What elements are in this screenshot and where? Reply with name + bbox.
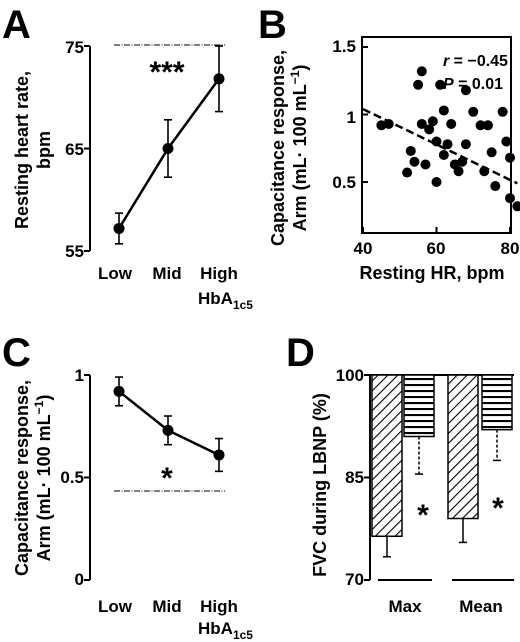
panel-b-data-point <box>512 201 520 212</box>
panel-b-data-point <box>431 136 442 147</box>
panel-a-ytick-75: 75 <box>65 38 84 57</box>
panel-a-xtick-mid: Mid <box>152 264 181 283</box>
panel-b-data-point <box>482 120 493 131</box>
panel-b-data-point <box>413 79 424 90</box>
panel-b-data-point <box>416 118 427 129</box>
panel-b-data-point <box>446 118 457 129</box>
panel-a-significance: *** <box>149 56 184 89</box>
panel-d-significance-mean: * <box>492 492 504 525</box>
panel-b-data-point <box>427 116 438 127</box>
panel-c-xtick-mid: Mid <box>152 597 181 616</box>
panel-b-ylabel-line2: Arm (mL· 100 mL−1) <box>288 65 310 232</box>
panel-c-hba-label: HbA1c5 <box>198 619 253 642</box>
panel-c-data-point <box>162 424 174 436</box>
panel-d-bar-diagonal <box>371 374 403 538</box>
panel-b-data-point <box>438 150 449 160</box>
panel-a-xtick-high: High <box>200 264 238 283</box>
panel-d-ylabel: FVC during LBNP (%) <box>310 393 330 577</box>
panel-d-bar-horizontal <box>403 374 435 438</box>
panel-a-data-point <box>113 222 125 234</box>
panel-letter-a: A <box>2 3 31 47</box>
panel-letter-d: D <box>286 331 315 375</box>
panel-d-ytick-85: 85 <box>345 468 364 487</box>
panel-b-data-point <box>453 166 464 177</box>
panel-b-data-point <box>460 85 471 96</box>
panel-c-data-point <box>213 449 225 461</box>
panel-a-data-point <box>162 143 174 154</box>
panel-a: Resting heart rate, bpm 75 65 55 Low Mid… <box>12 38 253 312</box>
panel-d: FVC during LBNP (%) 100 85 70 Max Mean *… <box>310 366 514 616</box>
panel-b-data-point <box>420 159 431 170</box>
panel-a-xtick-low: Low <box>98 264 133 283</box>
panel-a-ytick-65: 65 <box>65 140 84 159</box>
panel-b-data-point <box>505 152 515 163</box>
panel-b-data-point <box>501 136 512 147</box>
panel-b-xtick-40: 40 <box>354 239 373 258</box>
panel-b-data-point <box>416 66 427 77</box>
panel-b-data-point <box>383 118 394 129</box>
panel-a-ylabel-line1: Resting heart rate, <box>12 71 32 229</box>
panel-d-xtick-mean: Mean <box>459 597 502 616</box>
panel-d-xtick-max: Max <box>388 597 422 616</box>
panel-c-xtick-high: High <box>200 597 238 616</box>
panel-b-data-point <box>490 181 501 192</box>
panel-b-data-point <box>424 124 435 135</box>
panel-a-ytick-55: 55 <box>65 242 84 261</box>
panel-a-hba-label: HbA1c5 <box>198 289 253 312</box>
panel-c-ytick-0.5: 0.5 <box>60 468 84 487</box>
panel-letter-c: C <box>2 331 31 375</box>
panel-c-significance: * <box>161 462 173 495</box>
panel-b-data-point <box>505 193 515 204</box>
panel-d-bar-diagonal <box>447 374 479 520</box>
panel-b-data-point <box>497 106 508 117</box>
panel-b-data-point <box>431 177 442 187</box>
panel-c-ylabel-line1: Capacitance response, <box>12 380 32 576</box>
panel-b-data-point <box>468 106 479 117</box>
panel-b-ytick-1: 1 <box>347 108 356 127</box>
panel-b-data-point <box>475 120 486 131</box>
panel-a-data-point <box>213 73 225 85</box>
panel-b-xlabel: Resting HR, bpm <box>359 263 504 283</box>
panel-b-r-annotation: r = −0.45 <box>443 53 508 70</box>
panel-letter-b: B <box>258 3 287 47</box>
panel-b-xtick-60: 60 <box>427 239 446 258</box>
panel-b-p-annotation: P = 0.01 <box>443 76 503 93</box>
panel-b-ylabel-line1: Capacitance response, <box>268 50 288 246</box>
panel-c-xtick-low: Low <box>98 597 133 616</box>
panel-b-ytick-0.5: 0.5 <box>332 173 356 192</box>
panel-b-ytick-1.5: 1.5 <box>332 37 356 56</box>
panel-d-ytick-70: 70 <box>345 570 364 589</box>
panel-c: Capacitance response, Arm (mL· 100 mL−1)… <box>12 366 253 642</box>
panel-c-ylabel-line2: Arm (mL· 100 mL−1) <box>32 395 54 562</box>
panel-b-data-point <box>402 167 413 178</box>
panel-b-data-point <box>457 156 468 167</box>
panel-b-data-point <box>486 147 497 158</box>
panel-b-data-point <box>460 139 471 150</box>
panel-c-ytick-0: 0 <box>75 570 84 589</box>
panel-a-ylabel-line2: bpm <box>34 131 54 169</box>
panel-d-ytick-100: 100 <box>336 366 364 385</box>
panel-b-data-point <box>438 105 449 116</box>
panel-b-xtick-80: 80 <box>501 239 520 258</box>
panel-c-ytick-1: 1 <box>75 366 84 385</box>
panel-d-significance-max: * <box>417 499 429 532</box>
panel-b-data-point <box>409 156 420 167</box>
panel-b-data-point <box>479 166 490 177</box>
panel-b-data-point <box>442 139 453 150</box>
panel-b: Capacitance response, Arm (mL· 100 mL−1)… <box>268 36 520 283</box>
panel-d-bar-horizontal <box>481 374 513 431</box>
panel-b-data-point <box>435 79 446 90</box>
panel-b-data-point <box>405 145 416 156</box>
panel-c-data-point <box>113 385 125 397</box>
